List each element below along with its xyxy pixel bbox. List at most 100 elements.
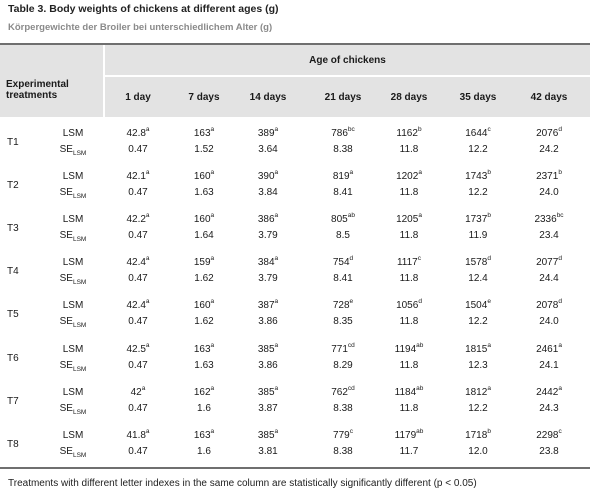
lsm-value: 1184 (394, 387, 417, 398)
lsm-row-label: LSM (62, 128, 84, 139)
significance-letter: ab (416, 428, 424, 435)
se-label-main: SE (59, 187, 73, 198)
significance-letter: a (210, 428, 215, 435)
significance-letter: b (487, 212, 491, 219)
lsm-value: 771 (331, 344, 348, 355)
table-subtitle: Körpergewichte der Broiler bei unterschi… (8, 22, 273, 33)
lsm-value-cell: 2077d (516, 255, 582, 268)
lsm-value: 2461 (536, 344, 559, 355)
lsm-value: 1644 (465, 128, 488, 139)
lsm-value: 42.5 (126, 344, 146, 355)
significance-letter: a (210, 169, 215, 176)
significance-letter: c (487, 126, 491, 133)
se-value-cell: 11.9 (468, 230, 488, 241)
lsm-value-cell: 384a (235, 255, 301, 268)
se-label-subscript: LSM (72, 452, 87, 459)
se-row-label: SELSM (58, 316, 88, 329)
top-rule (0, 43, 590, 45)
lsm-value-cell: 2442a (516, 385, 582, 398)
se-label-main: SE (59, 273, 73, 284)
se-value-cell: 0.47 (128, 316, 148, 327)
se-value-cell: 1.6 (197, 446, 211, 457)
lsm-value-cell: 163a (171, 126, 237, 139)
lsm-value-cell: 163a (171, 342, 237, 355)
significance-letter: a (145, 342, 150, 349)
lsm-value-cell: 779c (310, 428, 376, 441)
lsm-value-cell: 786bc (310, 126, 376, 139)
lsm-value-cell: 163a (171, 428, 237, 441)
se-row-label: SELSM (58, 144, 88, 157)
lsm-value: 1504 (465, 300, 488, 311)
se-label-subscript: LSM (72, 366, 87, 373)
lsm-value-cell: 2076d (516, 126, 582, 139)
lsm-value: 1743 (465, 171, 488, 182)
lsm-value: 163 (193, 344, 211, 355)
significance-letter: d (487, 255, 491, 262)
significance-letter: cd (347, 342, 355, 349)
se-value-cell: 24.2 (539, 144, 559, 155)
significance-letter: a (274, 255, 279, 262)
lsm-value: 728 (332, 300, 350, 311)
se-row-label: SELSM (58, 360, 88, 373)
lsm-value-cell: 2078d (516, 298, 582, 311)
se-value-cell: 8.38 (333, 403, 353, 414)
se-value-cell: 8.41 (333, 273, 353, 284)
significance-letter: d (558, 255, 562, 262)
lsm-value-cell: 42.4a (105, 255, 171, 268)
significance-letter: a (274, 342, 279, 349)
significance-letter: a (145, 212, 150, 219)
experimental-treatments-heading: Experimental treatments (6, 79, 69, 101)
significance-letter: a (418, 212, 422, 219)
lsm-value-cell: 2371b (516, 169, 582, 182)
lsm-value-cell: 1743b (445, 169, 511, 182)
significance-letter: a (145, 126, 150, 133)
lsm-value-cell: 42.2a (105, 212, 171, 225)
se-value-cell: 0.47 (128, 144, 148, 155)
lsm-value-cell: 160a (171, 212, 237, 225)
significance-letter: a (274, 212, 279, 219)
significance-letter: a (210, 298, 215, 305)
se-value-cell: 1.63 (194, 360, 214, 371)
se-value-cell: 12.2 (468, 187, 488, 198)
significance-letter: c (349, 428, 353, 435)
lsm-value: 2076 (536, 128, 559, 139)
se-value-cell: 3.81 (258, 446, 278, 457)
significance-letter: a (558, 385, 562, 392)
lsm-value-cell: 1184ab (376, 385, 442, 398)
se-value-cell: 1.62 (194, 273, 214, 284)
significance-letter: c (417, 255, 421, 262)
lsm-value: 1578 (465, 257, 488, 268)
lsm-value: 1718 (465, 430, 488, 441)
significance-letter: a (418, 169, 422, 176)
lsm-value-cell: 41.8a (105, 428, 171, 441)
significance-letter: a (210, 385, 215, 392)
se-value-cell: 8.38 (333, 446, 353, 457)
significance-letter: a (210, 126, 215, 133)
se-row-label: SELSM (58, 230, 88, 243)
lsm-row-label: LSM (62, 387, 84, 398)
significance-letter: a (145, 169, 150, 176)
se-value-cell: 12.3 (468, 360, 488, 371)
lsm-value: 1179 (394, 430, 417, 441)
lsm-value-cell: 2336bc (516, 212, 582, 225)
lsm-value: 385 (257, 387, 275, 398)
se-value-cell: 0.47 (128, 187, 148, 198)
significance-letter: a (558, 342, 562, 349)
lsm-value: 41.8 (126, 430, 146, 441)
se-value-cell: 8.29 (333, 360, 353, 371)
significance-letter: cd (347, 385, 355, 392)
lsm-value-cell: 389a (235, 126, 301, 139)
lsm-value-cell: 42.5a (105, 342, 171, 355)
se-value-cell: 3.84 (258, 187, 278, 198)
se-row-label: SELSM (58, 187, 88, 200)
lsm-value-cell: 1162b (376, 126, 442, 139)
se-value-cell: 11.8 (399, 360, 419, 371)
lsm-value-cell: 386a (235, 212, 301, 225)
se-label-main: SE (59, 144, 73, 155)
lsm-value-cell: 1578d (445, 255, 511, 268)
se-value-cell: 11.8 (399, 403, 419, 414)
se-value-cell: 3.87 (258, 403, 278, 414)
header-columns-cell (105, 77, 590, 117)
lsm-value-cell: 42.1a (105, 169, 171, 182)
se-value-cell: 23.4 (539, 230, 559, 241)
